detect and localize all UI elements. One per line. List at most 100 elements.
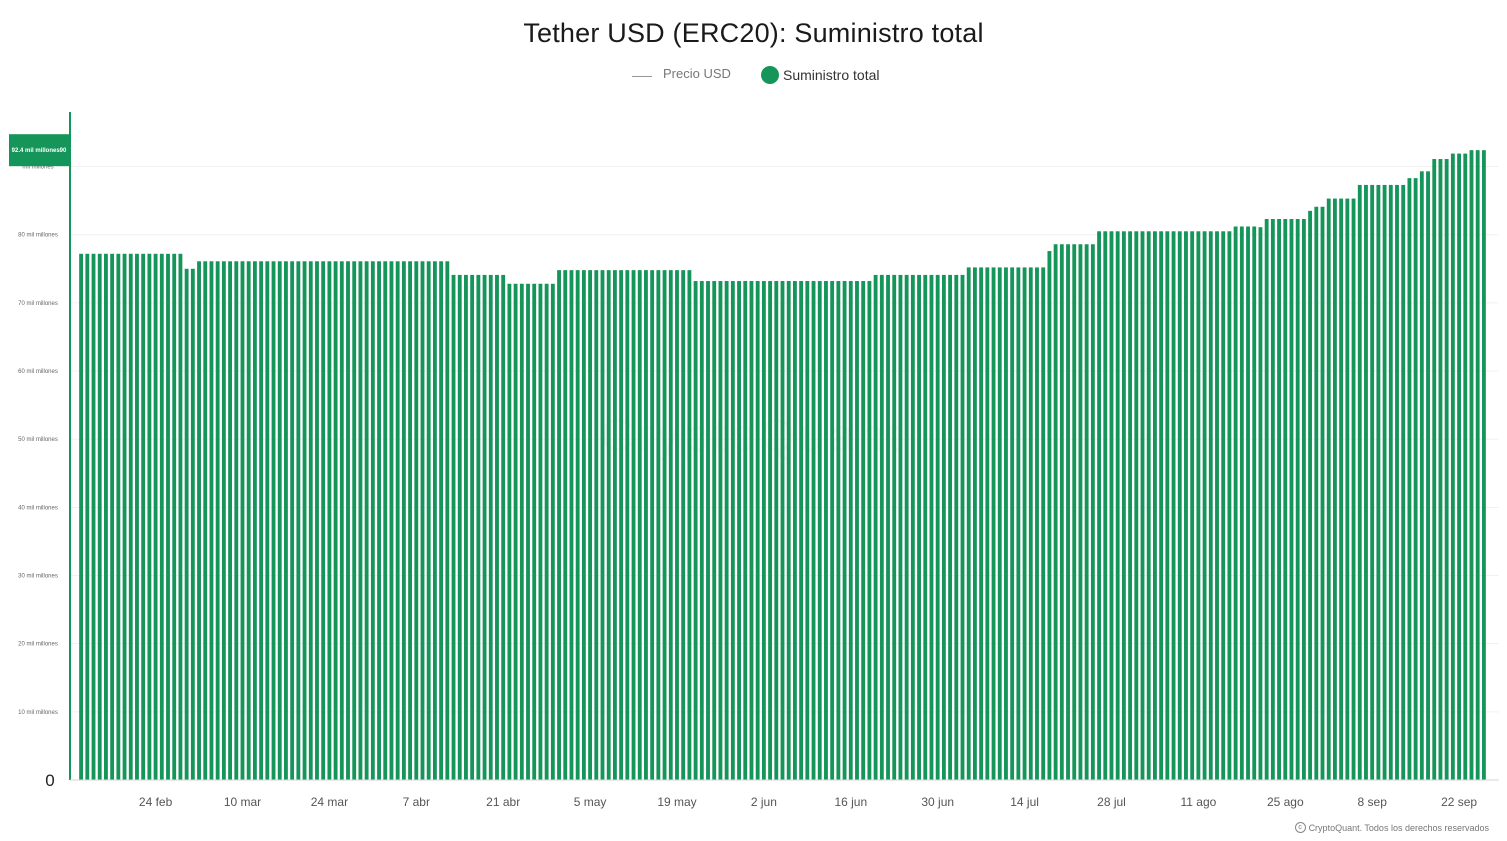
bar [352,261,357,780]
current-value-label: 92.4 mil millones90 [12,148,67,154]
bar [358,261,363,780]
bar [1208,231,1213,781]
bar [1035,267,1039,780]
bar [333,261,338,780]
bar [346,261,350,780]
bar [544,283,549,780]
bar [1444,159,1449,780]
bar [824,281,828,780]
bar [1047,251,1052,781]
bar [228,261,232,780]
bar [811,281,816,780]
bar [1481,150,1486,781]
bar [1010,267,1015,780]
y-tick-label: 30 mil millones [18,574,58,580]
bar [221,261,226,780]
bar [1357,184,1362,780]
y-tick-label: 10 mil millones [18,710,58,716]
bar [259,261,264,780]
bar [1215,231,1219,781]
bar [1432,159,1437,780]
bar [1159,231,1164,781]
bar [1004,267,1008,780]
bar [1345,198,1350,780]
bar [1264,219,1269,780]
legend-item-price[interactable]: Precio USD [632,66,731,81]
bar [141,253,146,780]
bar [1333,198,1337,780]
bar [631,270,636,780]
bar [1258,227,1263,780]
bar [1426,171,1430,781]
bar [277,261,282,780]
bar [873,274,878,780]
bar [836,281,841,780]
bar [308,261,313,780]
bar [197,261,201,780]
bar [1277,219,1281,780]
bar [389,261,394,780]
bar [743,281,748,780]
x-tick-label: 24 feb [139,795,173,809]
bar [519,283,524,780]
bar [110,253,115,780]
bar [699,281,704,780]
bar [1301,219,1306,780]
legend: Precio USD Suministro total [0,66,1507,92]
bar [1072,244,1077,781]
bar [1221,231,1226,781]
bar [867,281,872,780]
bar [1233,226,1238,780]
bar [252,261,257,780]
bar [1382,184,1387,780]
bar [1121,231,1126,781]
bar [246,261,251,780]
bar [420,261,425,780]
bar [1090,244,1095,781]
bar [1128,231,1133,781]
bar [954,274,959,780]
bar [1041,267,1046,780]
bar [1115,231,1120,781]
bar [1388,184,1393,780]
bar [507,283,512,780]
bar [513,283,518,780]
bar [1438,159,1443,780]
x-tick-label: 25 ago [1267,795,1304,809]
bar [457,274,462,780]
bar [557,270,561,780]
x-tick-label: 19 may [657,795,696,809]
legend-item-supply[interactable]: Suministro total [761,66,879,84]
bar [1165,231,1170,781]
y-tick-label: 20 mil millones [18,642,58,648]
x-tick-label: 30 jun [921,795,954,809]
bar [1028,267,1033,780]
bar [774,281,779,780]
bar [408,261,412,780]
bar [1283,219,1288,780]
bar [1326,198,1331,780]
bar [768,281,773,780]
bar [1370,184,1375,780]
x-tick-label: 28 jul [1097,795,1126,809]
bar [1153,231,1157,781]
bar [997,267,1002,780]
bar [172,253,177,780]
bar [1227,231,1232,781]
bar [85,253,90,780]
bar [538,283,543,780]
bar [159,253,164,780]
bar [730,281,735,780]
bar [426,261,431,780]
bar [1320,206,1325,780]
bar [848,281,853,780]
bar [1097,231,1101,781]
bar [1184,231,1188,781]
y-tick-label: 40 mil millones [18,505,58,511]
bar [737,281,741,780]
bar [91,253,96,780]
bar [302,261,307,780]
bar [290,261,295,780]
bar [209,261,214,780]
